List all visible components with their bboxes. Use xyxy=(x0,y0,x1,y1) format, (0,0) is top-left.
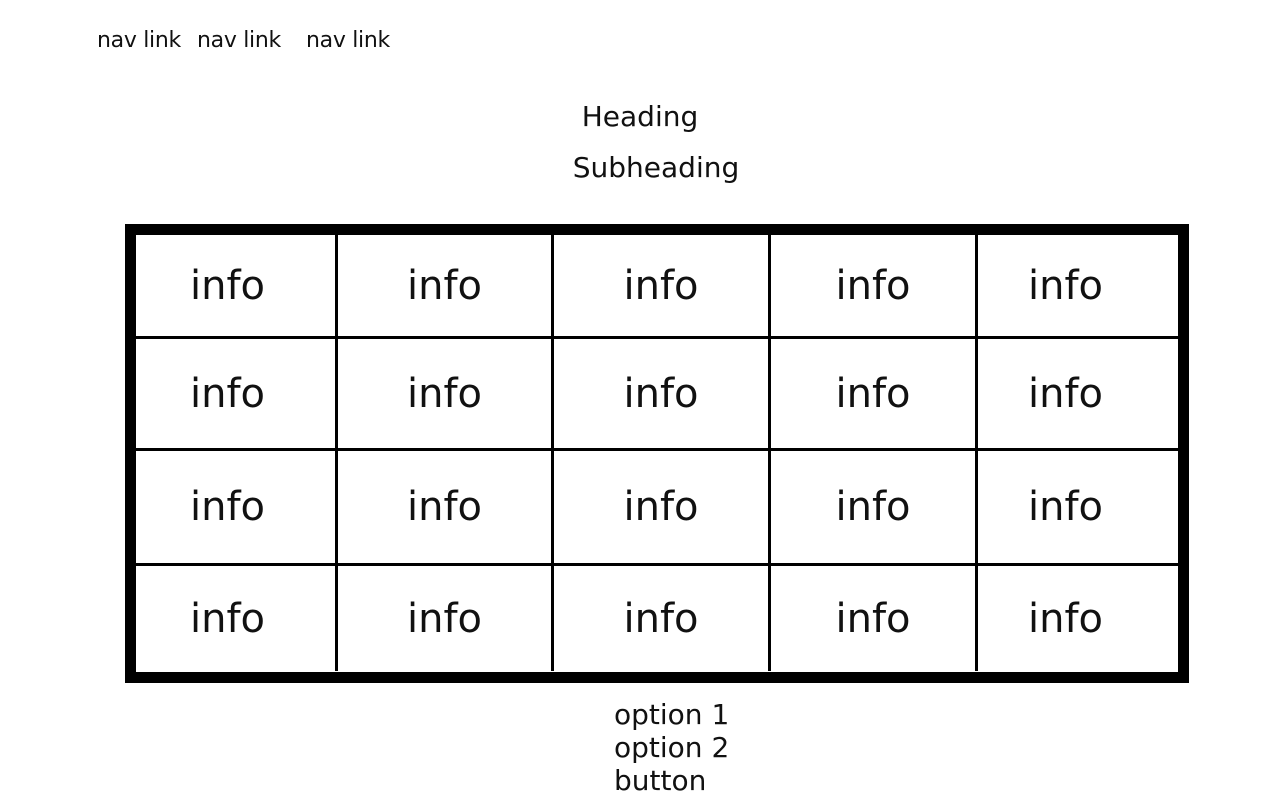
page-heading: Heading xyxy=(581,100,699,133)
table-cell: info xyxy=(554,451,771,566)
page-subheading: Subheading xyxy=(572,151,740,184)
info-grid: info info info info info info info info info info… xyxy=(136,235,1178,672)
info-table: info info info info info info info info info info… xyxy=(125,224,1189,683)
table-cell: info xyxy=(554,339,771,451)
table-cell: info xyxy=(338,339,554,451)
options-group: option 1 option 2 button xyxy=(614,698,729,797)
table-cell: info xyxy=(136,235,338,339)
action-button[interactable]: button xyxy=(614,764,707,797)
option-1[interactable]: option 1 xyxy=(614,698,730,731)
table-cell: info xyxy=(978,451,1178,566)
table-cell: info xyxy=(771,451,978,566)
table-cell: info xyxy=(978,339,1178,451)
table-cell: info xyxy=(1027,595,1104,642)
table-cell: info xyxy=(554,566,771,671)
top-nav: nav link nav link nav link xyxy=(0,27,1280,57)
nav-link-3[interactable]: nav link xyxy=(306,28,390,53)
table-cell: info xyxy=(136,566,338,671)
table-cell: info xyxy=(554,235,771,339)
nav-link-1[interactable]: nav link xyxy=(97,28,181,53)
table-cell: info xyxy=(136,339,338,451)
table-cell: info xyxy=(978,235,1178,339)
option-2[interactable]: option 2 xyxy=(614,731,730,764)
table-cell: info xyxy=(338,451,554,566)
table-cell: info xyxy=(136,451,338,566)
table-cell: info xyxy=(771,235,978,339)
table-cell: info xyxy=(338,235,554,339)
table-cell: info xyxy=(338,566,554,671)
nav-link-2[interactable]: nav link xyxy=(197,28,281,53)
table-cell: info xyxy=(771,566,978,671)
table-cell: info xyxy=(771,339,978,451)
